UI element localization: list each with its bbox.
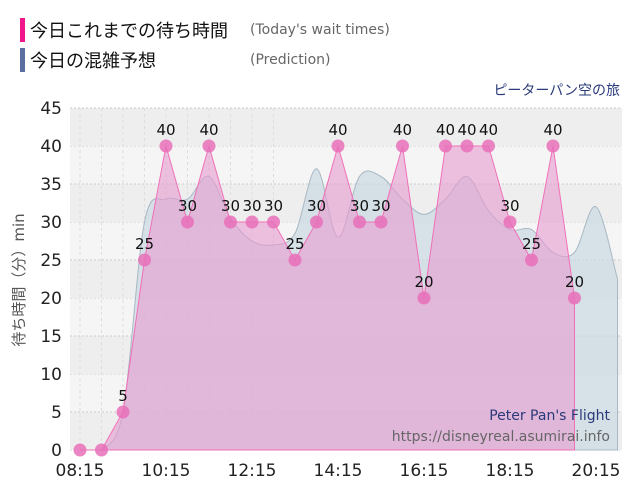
data-label: 30 xyxy=(264,197,283,215)
data-label: 40 xyxy=(328,121,347,139)
data-point xyxy=(331,139,345,153)
data-label: 30 xyxy=(178,197,197,215)
data-point xyxy=(310,215,323,229)
data-label: 30 xyxy=(221,197,240,215)
data-label: 40 xyxy=(543,121,562,139)
legend-label-ja: 今日の混雑予想 xyxy=(30,51,156,72)
ride-name-en: Peter Pan's Flight xyxy=(489,408,610,424)
data-label: 25 xyxy=(522,235,541,253)
data-point xyxy=(568,291,581,305)
y-tick-label: 15 xyxy=(40,327,62,347)
data-label: 30 xyxy=(350,197,369,215)
data-label: 30 xyxy=(307,197,326,215)
y-tick-label: 25 xyxy=(40,251,62,271)
x-tick-label: 12:15 xyxy=(228,461,277,481)
x-tick-label: 14:15 xyxy=(314,461,363,481)
y-tick-label: 5 xyxy=(51,403,62,423)
data-label: 25 xyxy=(285,235,304,253)
data-point xyxy=(138,253,151,267)
data-point xyxy=(546,139,560,153)
data-label: 40 xyxy=(199,121,218,139)
y-tick-label: 10 xyxy=(40,365,62,385)
legend-label-ja: 今日これまでの待ち時間 xyxy=(30,21,228,42)
data-point xyxy=(460,139,474,153)
data-label: 40 xyxy=(156,121,175,139)
data-label: 20 xyxy=(565,273,584,291)
x-tick-label: 18:15 xyxy=(486,461,535,481)
data-label: 40 xyxy=(479,121,498,139)
data-point xyxy=(95,443,108,457)
y-tick-label: 20 xyxy=(40,289,62,309)
data-label: 30 xyxy=(371,197,390,215)
data-point xyxy=(353,215,366,229)
data-point xyxy=(159,139,173,153)
site-url: https://disneyreal.asumirai.info xyxy=(392,429,610,445)
data-point xyxy=(503,215,517,229)
data-point xyxy=(525,253,538,267)
y-tick-label: 45 xyxy=(40,99,62,119)
y-tick-label: 0 xyxy=(51,441,62,461)
x-tick-label: 10:15 xyxy=(142,461,191,481)
data-point xyxy=(439,139,452,153)
data-point xyxy=(396,139,409,153)
y-tick-label: 35 xyxy=(40,175,62,195)
data-point xyxy=(224,215,237,229)
data-label: 30 xyxy=(242,197,261,215)
ride-name-ja: ピーターパン空の旅 xyxy=(493,83,620,99)
actual-area xyxy=(80,144,575,451)
data-point xyxy=(181,215,194,229)
data-point xyxy=(482,139,495,153)
legend-label-en: (Prediction) xyxy=(250,52,331,68)
y-tick-label: 30 xyxy=(40,213,62,233)
data-point xyxy=(288,253,302,267)
legend-label-en: (Today's wait times) xyxy=(250,22,390,38)
data-label: 40 xyxy=(457,121,476,139)
data-label: 40 xyxy=(436,121,455,139)
data-point xyxy=(245,215,259,229)
data-label: 5 xyxy=(118,387,128,405)
data-point xyxy=(202,139,216,153)
x-tick-label: 20:15 xyxy=(572,461,621,481)
y-axis-label: 待ち時間（分）min xyxy=(10,213,28,346)
y-tick-label: 40 xyxy=(40,137,62,157)
data-label: 40 xyxy=(393,121,412,139)
data-label: 20 xyxy=(414,273,433,291)
x-tick-label: 16:15 xyxy=(400,461,449,481)
data-point xyxy=(73,443,87,457)
data-point xyxy=(374,215,388,229)
data-point xyxy=(116,405,130,419)
legend-swatch-actual xyxy=(20,18,25,42)
grid-band xyxy=(70,108,622,146)
x-tick-label: 08:15 xyxy=(56,461,105,481)
data-point xyxy=(267,215,280,229)
legend-prediction: 今日の混雑予想 (Prediction) xyxy=(20,48,330,72)
data-label: 25 xyxy=(135,235,154,253)
data-point xyxy=(417,291,431,305)
legend-swatch-prediction xyxy=(20,48,25,72)
data-label: 30 xyxy=(500,197,519,215)
legend-actual: 今日これまでの待ち時間 (Today's wait times) xyxy=(20,18,390,42)
